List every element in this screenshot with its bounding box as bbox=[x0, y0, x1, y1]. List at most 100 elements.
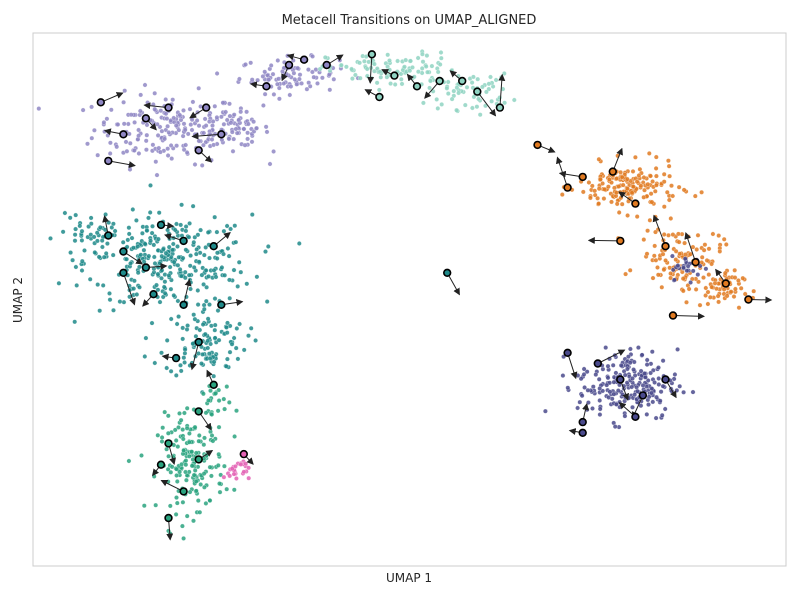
cell-point bbox=[124, 256, 129, 262]
cell-point bbox=[231, 267, 237, 273]
cell-point bbox=[751, 288, 757, 294]
cell-point bbox=[280, 69, 285, 74]
cell-point bbox=[419, 66, 425, 71]
cell-point bbox=[581, 366, 587, 372]
metacell-point bbox=[616, 375, 625, 384]
metacell-point bbox=[390, 71, 399, 80]
cell-point bbox=[219, 265, 225, 270]
cell-point bbox=[180, 325, 186, 331]
cell-point bbox=[183, 469, 188, 475]
cell-point bbox=[705, 289, 711, 295]
cell-point bbox=[632, 373, 638, 378]
cell-point bbox=[167, 264, 173, 270]
cell-point bbox=[226, 400, 232, 405]
cell-point bbox=[111, 221, 116, 227]
cell-point bbox=[128, 112, 134, 118]
cell-point bbox=[261, 103, 266, 108]
cell-point bbox=[357, 75, 363, 81]
chart-title: Metacell Transitions on UMAP_ALIGNED bbox=[282, 13, 537, 28]
cell-point bbox=[187, 263, 193, 269]
cell-point bbox=[162, 272, 168, 277]
cell-point bbox=[649, 390, 654, 396]
cell-point bbox=[212, 296, 218, 301]
cell-point bbox=[140, 230, 145, 236]
cell-point bbox=[146, 253, 152, 259]
metacell-point bbox=[721, 279, 730, 288]
cell-point bbox=[187, 489, 193, 495]
cell-point bbox=[661, 232, 667, 237]
cell-point bbox=[471, 94, 477, 100]
cell-point bbox=[685, 263, 691, 269]
cell-point bbox=[89, 104, 94, 110]
cell-point bbox=[651, 253, 657, 259]
cell-point bbox=[331, 76, 337, 82]
cell-point bbox=[126, 225, 132, 231]
cell-point bbox=[227, 295, 233, 301]
cell-point bbox=[201, 142, 206, 148]
cell-point bbox=[159, 275, 164, 281]
metacell-point bbox=[661, 375, 670, 384]
cell-point bbox=[268, 63, 274, 68]
metacell-point bbox=[164, 439, 173, 448]
cell-point bbox=[171, 293, 177, 298]
cell-point bbox=[429, 63, 435, 69]
cell-point bbox=[114, 144, 120, 150]
cell-point bbox=[107, 297, 113, 303]
metacell-point bbox=[149, 290, 158, 299]
cell-point bbox=[77, 223, 83, 229]
cell-point bbox=[234, 408, 239, 414]
cell-point bbox=[695, 232, 701, 238]
cell-point bbox=[501, 71, 507, 76]
cell-point bbox=[177, 112, 183, 118]
cell-point bbox=[702, 242, 708, 248]
cell-point bbox=[408, 58, 413, 64]
cell-point bbox=[229, 341, 235, 347]
cell-point bbox=[190, 341, 196, 346]
cell-point bbox=[131, 245, 136, 251]
cell-point bbox=[68, 250, 73, 255]
cell-point bbox=[724, 293, 730, 299]
cell-point bbox=[598, 176, 603, 182]
x-axis-label: UMAP 1 bbox=[386, 571, 432, 585]
cell-point bbox=[717, 249, 723, 254]
cell-point bbox=[193, 333, 199, 339]
cell-point bbox=[656, 376, 662, 381]
cell-point bbox=[657, 398, 663, 404]
cell-point bbox=[190, 457, 196, 462]
cell-point bbox=[72, 319, 78, 325]
cell-point bbox=[97, 308, 103, 314]
cell-point bbox=[696, 279, 701, 285]
cell-point bbox=[184, 425, 190, 431]
cell-point bbox=[604, 382, 610, 388]
cell-point bbox=[223, 363, 229, 369]
cell-point bbox=[201, 442, 207, 448]
cell-point bbox=[307, 83, 313, 89]
cell-point bbox=[605, 363, 611, 369]
cell-point bbox=[182, 275, 188, 281]
cell-point bbox=[175, 444, 181, 449]
cell-point bbox=[157, 299, 163, 305]
cell-point bbox=[213, 274, 219, 280]
metacell-point bbox=[179, 236, 188, 246]
cell-point bbox=[627, 267, 633, 273]
cell-point bbox=[681, 265, 686, 271]
cell-point bbox=[197, 327, 203, 333]
transition-arrow bbox=[498, 73, 506, 108]
cell-point bbox=[196, 351, 201, 356]
cell-point bbox=[511, 97, 517, 103]
cell-point bbox=[658, 389, 664, 395]
cell-point bbox=[266, 77, 272, 82]
cell-point bbox=[275, 81, 280, 87]
cell-point bbox=[649, 349, 655, 355]
cell-point bbox=[703, 266, 709, 272]
cell-point bbox=[227, 349, 233, 355]
metacell-point bbox=[284, 60, 294, 70]
cell-point bbox=[650, 179, 655, 184]
cell-point bbox=[207, 302, 212, 307]
cell-point bbox=[677, 383, 683, 389]
cell-point bbox=[174, 495, 179, 500]
metacell-point bbox=[194, 146, 203, 155]
cell-point bbox=[208, 388, 213, 394]
cell-point bbox=[682, 256, 688, 262]
metacell-point bbox=[458, 76, 467, 86]
